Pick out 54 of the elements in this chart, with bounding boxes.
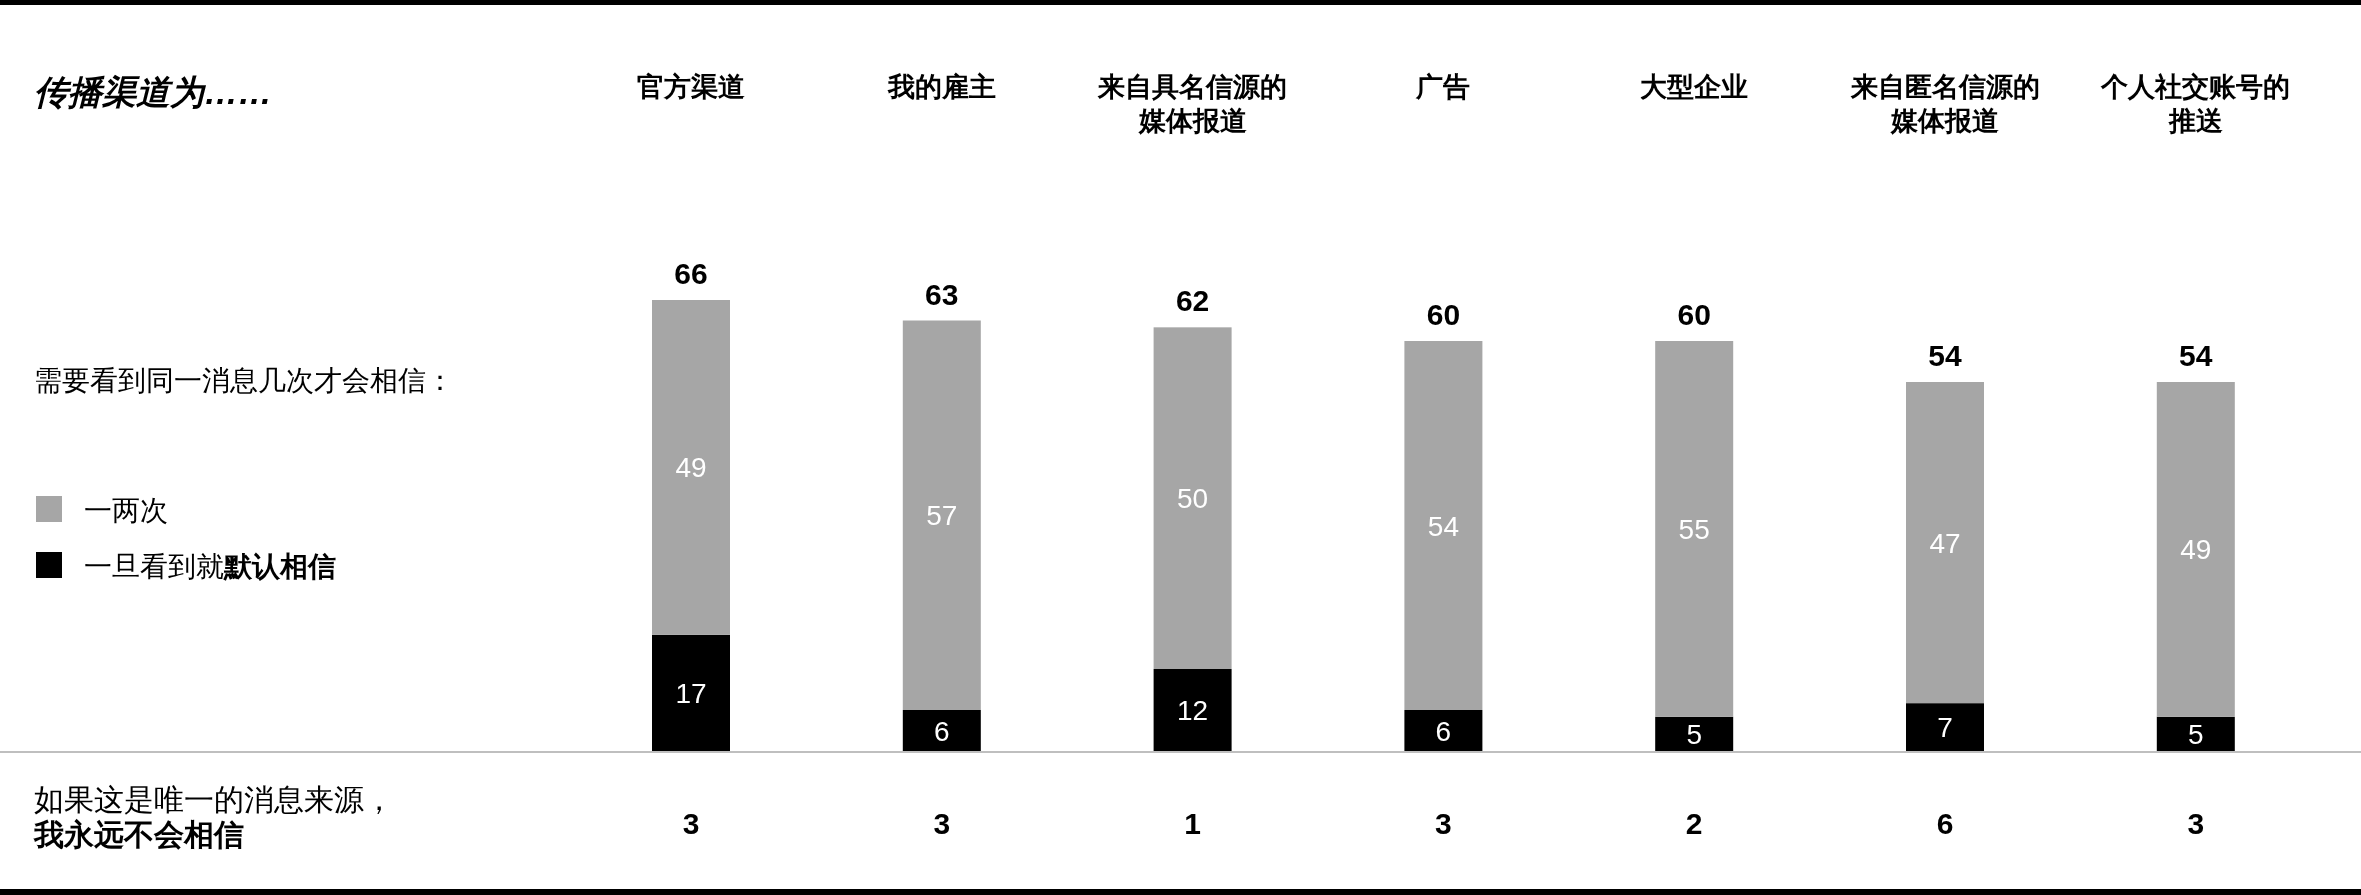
text: 3 [682,807,700,840]
legend-title: 需要看到同一消息几次才会相信： [34,365,454,396]
x-tick-label: 我的雇主 [886,72,996,102]
total-label: 60 [1426,298,1461,331]
bar [1153,327,1232,669]
total-label: 62 [1175,284,1210,318]
data-label: 49 [2180,534,2212,566]
text: 传播渠道为…… [34,73,272,111]
bar [652,634,730,751]
total-label: 63 [925,277,959,311]
x-tick-label: 来自具名信源的媒体报道 [1097,72,1288,136]
bar [1153,669,1232,751]
bar [1906,703,1984,751]
x-tick-label: 官方渠道 [637,72,745,102]
x-tick-label: 来自匿名信源的媒体报道 [1849,72,2040,136]
text: 3 [1435,807,1452,840]
x-tick-label: 广告 [1415,72,1471,102]
text: 如果这是唯一的消息来源，我永远不会相信 [33,783,394,851]
bar [2156,382,2235,717]
x-tick-label: 个人社交账号的推送 [2100,72,2291,136]
total-label: 54 [1928,339,1962,372]
data-label: 7 [1937,712,1953,744]
bar [1404,341,1483,710]
data-label: 50 [1177,483,1209,515]
total-label: 54 [2179,339,2213,372]
data-label: 57 [926,500,958,532]
data-label: 6 [1435,715,1452,747]
legend-label: 一两次 [84,495,168,526]
data-label: 17 [675,677,707,709]
x-tick-label: 大型企业 [1640,72,1749,102]
data-label: 47 [1929,527,1961,559]
data-label: 54 [1427,510,1459,542]
text: 2 [1685,807,1703,840]
bar [1404,710,1483,751]
bar [1655,341,1734,717]
data-label: 5 [1686,718,1702,750]
data-label: 5 [2188,718,2204,750]
bar [902,320,981,710]
text: 6 [1936,807,1954,840]
data-label: 6 [934,715,950,747]
bar [1906,382,1984,704]
bar [652,300,730,635]
data-label: 12 [1177,695,1209,726]
text: 3 [2187,807,2205,840]
data-label: 49 [675,452,707,484]
bar [902,710,981,751]
bar [2156,716,2235,751]
total-label: 60 [1677,298,1711,331]
text: 1 [1184,807,1201,840]
data-label: 55 [1678,513,1710,545]
bar [1655,716,1734,751]
text: 3 [933,807,951,840]
total-label: 66 [674,257,708,290]
legend-label: 一旦看到就默认相信 [84,551,336,582]
